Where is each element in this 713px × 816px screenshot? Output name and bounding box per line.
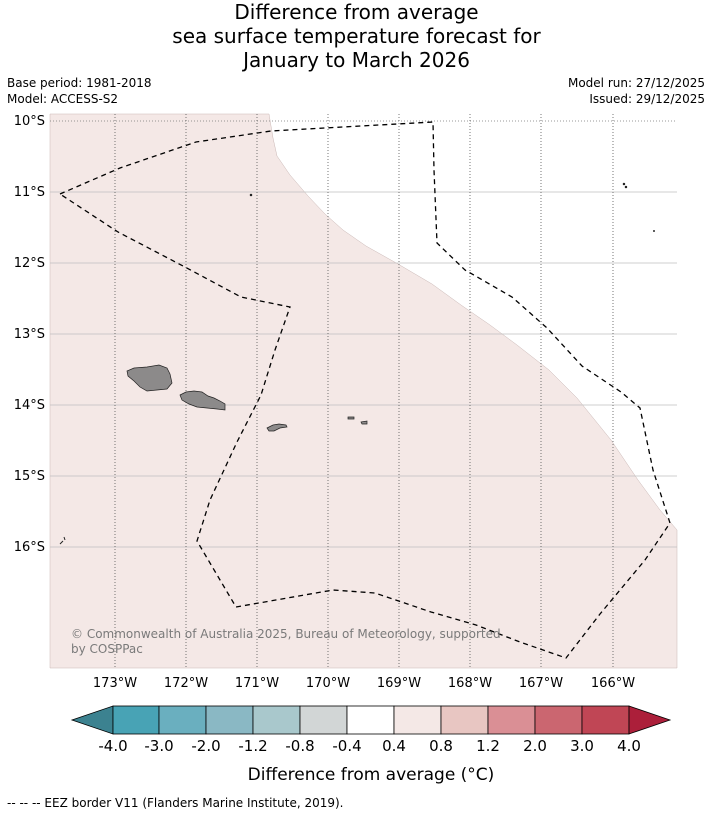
colorbar-extend-low: [70, 705, 114, 735]
island-upolu: [179, 390, 226, 411]
colorbar-swatch: [252, 705, 301, 735]
lon-label: 167°W: [519, 676, 563, 691]
anomaly-region: [49, 113, 678, 669]
colorbar-tick-label: 0.8: [429, 737, 453, 755]
island-tokelau-c: [653, 230, 655, 232]
colorbar-tick-label: -0.8: [285, 737, 314, 755]
colorbar-extend-high: [628, 705, 672, 735]
island-wallis: [59, 536, 66, 545]
lon-label: 170°W: [306, 676, 350, 691]
model-name: Model: ACCESS-S2: [7, 92, 119, 106]
copyright-line-1: © Commonwealth of Australia 2025, Bureau…: [71, 627, 501, 641]
colorbar-tick-label: 4.0: [617, 737, 641, 755]
lat-label: 12°S: [14, 256, 45, 271]
copyright-notice: © Commonwealth of Australia 2025, Bureau…: [71, 627, 501, 656]
map-plot-area: [49, 113, 678, 669]
colorbar-label: Difference from average (°C): [248, 765, 495, 785]
colorbar-swatch: [534, 705, 583, 735]
colorbar-ticks: -4.0 -3.0 -2.0 -1.2 -0.8 -0.4 0.4 0.8 1.…: [98, 737, 641, 755]
colorbar-swatch: [393, 705, 442, 735]
colorbar-tick-label: -3.0: [144, 737, 173, 755]
land-masses: [59, 182, 655, 545]
lat-gridlines: [50, 191, 677, 548]
colorbar-tick-label: -1.2: [238, 737, 267, 755]
lat-label: 15°S: [14, 469, 45, 484]
lon-label: 171°W: [235, 676, 279, 691]
meta-right: Model run: 27/12/2025 Issued: 29/12/2025: [568, 75, 705, 107]
colorbar-tick-label: 3.0: [570, 737, 594, 755]
island-swains: [249, 193, 253, 197]
colorbar-tick-label: 0.4: [382, 737, 406, 755]
colorbar-swatch: [487, 705, 536, 735]
lon-gridlines: [114, 114, 614, 668]
lat-label: 14°S: [14, 398, 45, 413]
island-tokelau-a: [622, 182, 626, 186]
lon-label: 172°W: [164, 676, 208, 691]
lon-label: 166°W: [591, 676, 635, 691]
colorbar-tick-label: -4.0: [98, 737, 127, 755]
colorbar-swatch: [346, 705, 395, 735]
title-line-1: Difference from average: [234, 0, 479, 24]
lon-label: 173°W: [93, 676, 137, 691]
colorbar-swatch: [112, 705, 160, 735]
island-tokelau-b: [624, 185, 628, 189]
island-tutuila: [266, 423, 288, 432]
lon-labels: 173°W 172°W 171°W 170°W 169°W 168°W 167°…: [93, 676, 635, 691]
lon-label: 168°W: [448, 676, 492, 691]
colorbar-swatch: [158, 705, 207, 735]
lat-label: 10°S: [14, 114, 45, 129]
colorbar-tick-label: -0.4: [332, 737, 361, 755]
map-title: Difference from average sea surface temp…: [0, 0, 713, 72]
island-tau: [360, 420, 368, 425]
eez-borders: [58, 121, 671, 659]
meta-left: Base period: 1981-2018 Model: ACCESS-S2: [7, 75, 152, 107]
eez-legend: -- -- -- EEZ border V11 (Flanders Marine…: [7, 796, 344, 810]
copyright-line-2: by COSPPac: [71, 642, 143, 656]
title-line-2: sea surface temperature forecast for: [172, 24, 541, 48]
island-ofu: [347, 416, 355, 420]
lat-label: 11°S: [14, 185, 45, 200]
colorbar-tick-label: 1.2: [476, 737, 500, 755]
lat-label: 16°S: [14, 540, 45, 555]
issued-date: Issued: 29/12/2025: [589, 92, 705, 106]
colorbar-tick-label: -2.0: [191, 737, 220, 755]
island-savaii: [126, 364, 173, 392]
colorbar-swatch: [581, 705, 630, 735]
lat-labels: 10°S 11°S 12°S 13°S 14°S 15°S 16°S: [14, 114, 45, 555]
lon-label: 169°W: [377, 676, 421, 691]
colorbar-swatch: [205, 705, 254, 735]
colorbar: [70, 705, 672, 735]
colorbar-tick-label: 2.0: [523, 737, 547, 755]
base-period: Base period: 1981-2018: [7, 76, 152, 90]
colorbar-swatch: [299, 705, 348, 735]
title-line-3: January to March 2026: [243, 48, 470, 72]
model-run: Model run: 27/12/2025: [567, 76, 705, 90]
colorbar-swatch: [440, 705, 489, 735]
eez-samoa: [58, 121, 671, 659]
lat-label: 13°S: [14, 327, 45, 342]
